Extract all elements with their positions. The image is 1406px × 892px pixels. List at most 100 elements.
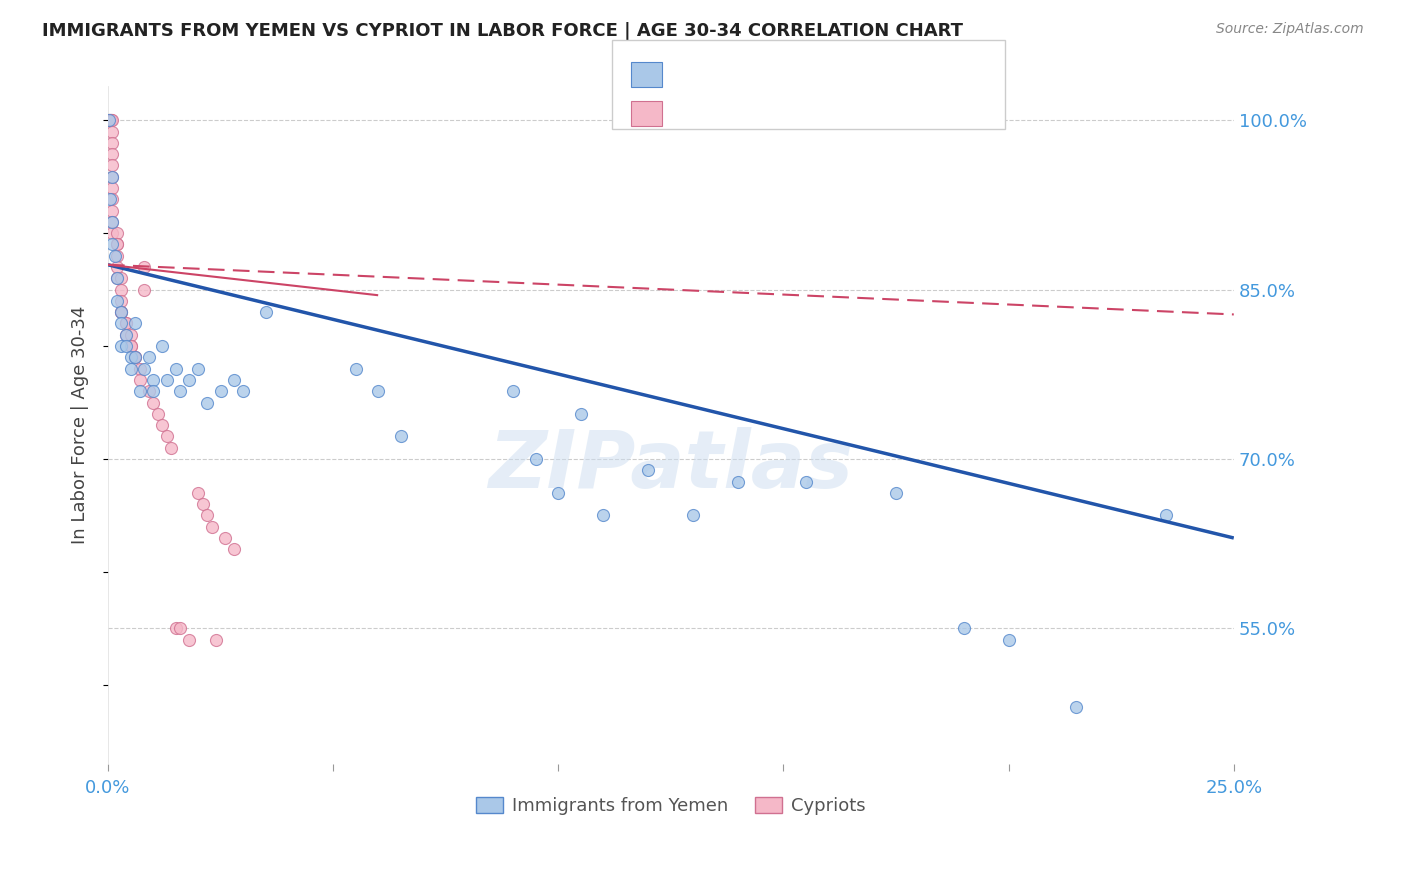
Point <box>191 497 214 511</box>
Point <box>105 271 128 285</box>
Point <box>110 283 132 297</box>
Text: ZIPatlas: ZIPatlas <box>488 426 853 505</box>
Point <box>101 124 124 138</box>
Point <box>100 113 122 128</box>
Point <box>101 169 124 184</box>
Point <box>100 113 122 128</box>
Point <box>637 463 659 477</box>
Point <box>952 621 974 635</box>
Point <box>142 373 165 387</box>
Point <box>569 407 592 421</box>
Point <box>794 475 817 489</box>
Point <box>169 621 191 635</box>
Point <box>120 339 142 353</box>
Point <box>110 293 132 308</box>
Point <box>997 632 1019 647</box>
Point <box>101 237 124 252</box>
Point <box>101 158 124 172</box>
Point <box>165 361 187 376</box>
Point <box>124 351 146 365</box>
Point <box>101 136 124 150</box>
Point <box>254 305 277 319</box>
Point <box>115 327 138 342</box>
Point <box>124 317 146 331</box>
Legend: Immigrants from Yemen, Cypriots: Immigrants from Yemen, Cypriots <box>468 789 873 822</box>
Point <box>132 260 155 274</box>
Point <box>105 226 128 240</box>
Point <box>105 237 128 252</box>
Point <box>195 395 218 409</box>
Point <box>727 475 749 489</box>
Point <box>160 441 183 455</box>
Point <box>120 351 142 365</box>
Point <box>1064 700 1087 714</box>
Point <box>195 508 218 523</box>
Point <box>128 361 150 376</box>
Point <box>104 249 127 263</box>
Point <box>124 351 146 365</box>
Point <box>205 632 228 647</box>
Point <box>101 203 124 218</box>
Point <box>98 113 121 128</box>
Point <box>98 192 121 206</box>
Point <box>222 542 245 557</box>
Point <box>110 305 132 319</box>
Point <box>97 113 120 128</box>
Point <box>110 317 132 331</box>
Point <box>101 192 124 206</box>
Point <box>97 113 120 128</box>
Text: IMMIGRANTS FROM YEMEN VS CYPRIOT IN LABOR FORCE | AGE 30-34 CORRELATION CHART: IMMIGRANTS FROM YEMEN VS CYPRIOT IN LABO… <box>42 22 963 40</box>
Point <box>524 452 547 467</box>
Point <box>367 384 389 399</box>
Point <box>105 293 128 308</box>
Point <box>232 384 254 399</box>
Point <box>100 113 122 128</box>
Point <box>101 226 124 240</box>
Point <box>150 339 173 353</box>
Point <box>110 305 132 319</box>
Point <box>120 327 142 342</box>
Point <box>187 486 209 500</box>
Point <box>177 632 200 647</box>
Point <box>120 339 142 353</box>
Point <box>115 339 138 353</box>
Point <box>138 351 160 365</box>
Point <box>344 361 367 376</box>
Point <box>1154 508 1177 523</box>
Point <box>138 384 160 399</box>
Point <box>110 271 132 285</box>
Point <box>177 373 200 387</box>
Point <box>502 384 524 399</box>
Point <box>105 260 128 274</box>
Y-axis label: In Labor Force | Age 30-34: In Labor Force | Age 30-34 <box>72 306 89 544</box>
Point <box>165 621 187 635</box>
Point <box>105 237 128 252</box>
Point <box>214 531 236 545</box>
Point <box>592 508 614 523</box>
Point <box>105 249 128 263</box>
Point <box>115 327 138 342</box>
Point <box>187 361 209 376</box>
Point <box>389 429 412 443</box>
Point <box>128 384 150 399</box>
Point <box>150 418 173 433</box>
Point <box>169 384 191 399</box>
Point <box>884 486 907 500</box>
Point <box>98 113 121 128</box>
Point <box>115 317 138 331</box>
Point <box>120 361 142 376</box>
Point <box>222 373 245 387</box>
Point <box>142 384 165 399</box>
Point <box>128 373 150 387</box>
Point <box>101 169 124 184</box>
Point <box>200 519 222 533</box>
Point <box>132 361 155 376</box>
Point <box>101 181 124 195</box>
Text: R = -0.063   N = 57: R = -0.063 N = 57 <box>676 103 884 123</box>
Point <box>101 147 124 161</box>
Text: Source: ZipAtlas.com: Source: ZipAtlas.com <box>1216 22 1364 37</box>
Point <box>124 351 146 365</box>
Point <box>547 486 569 500</box>
Point <box>142 395 165 409</box>
Point <box>110 305 132 319</box>
